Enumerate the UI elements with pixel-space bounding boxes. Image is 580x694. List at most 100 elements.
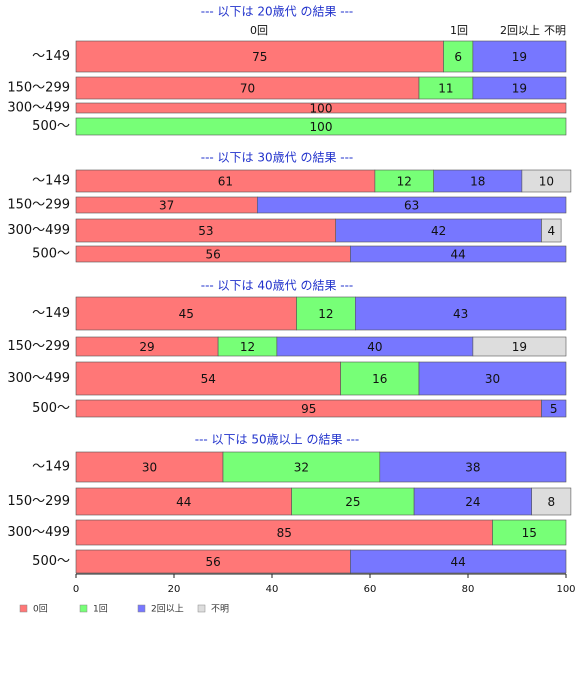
bar-segment bbox=[354, 296, 567, 331]
column-header: 0回 bbox=[250, 24, 268, 37]
bar-segment bbox=[75, 451, 224, 483]
data-label: 40 bbox=[367, 340, 382, 354]
data-label: 30 bbox=[485, 372, 500, 386]
bar-segment bbox=[418, 361, 567, 396]
data-label: 8 bbox=[547, 495, 555, 509]
data-label: 70 bbox=[240, 82, 255, 96]
bar-segment bbox=[541, 399, 567, 418]
data-label: 45 bbox=[179, 307, 194, 321]
bar-segment bbox=[521, 169, 572, 193]
category-label: 300～499 bbox=[7, 101, 70, 116]
data-label: 16 bbox=[372, 372, 387, 386]
category-label: 500～ bbox=[32, 401, 70, 416]
legend-swatch bbox=[19, 604, 28, 613]
bar-segment bbox=[350, 549, 567, 574]
data-label: 18 bbox=[470, 175, 485, 189]
category-label: ～149 bbox=[32, 174, 70, 189]
category-label: ～149 bbox=[32, 306, 70, 321]
data-label: 4 bbox=[547, 224, 555, 238]
category-label: 150～299 bbox=[7, 494, 70, 509]
bar-segment bbox=[413, 487, 533, 516]
x-tick-label: 100 bbox=[556, 584, 575, 595]
legend-label: 1回 bbox=[93, 604, 108, 615]
data-label: 53 bbox=[198, 224, 213, 238]
group-title: --- 以下は 20歳代 の結果 --- bbox=[201, 5, 354, 19]
data-label: 37 bbox=[159, 199, 174, 213]
bar-segment bbox=[256, 196, 567, 214]
category-label: 300～499 bbox=[7, 525, 70, 540]
legend-label: 0回 bbox=[33, 604, 48, 615]
bar-segment bbox=[379, 451, 567, 483]
group-title: --- 以下は 50歳以上 の結果 --- bbox=[195, 433, 360, 447]
bar-segment bbox=[340, 361, 420, 396]
category-label: 300～499 bbox=[7, 223, 70, 238]
x-tick-label: 80 bbox=[462, 584, 475, 595]
bar-segment bbox=[541, 218, 562, 243]
column-header: 2回以上 bbox=[500, 24, 540, 37]
legend-swatch bbox=[137, 604, 146, 613]
bar-segment bbox=[75, 519, 493, 546]
column-header: 不明 bbox=[544, 24, 566, 37]
bar-segment bbox=[350, 245, 567, 263]
bar-segment bbox=[75, 102, 567, 114]
data-label: 30 bbox=[142, 461, 157, 475]
bar-segment bbox=[531, 487, 572, 516]
category-label: 500～ bbox=[32, 119, 70, 134]
data-label: 56 bbox=[206, 248, 221, 262]
category-label: 500～ bbox=[32, 554, 70, 569]
data-label: 29 bbox=[139, 340, 154, 354]
data-label: 44 bbox=[176, 495, 191, 509]
data-label: 12 bbox=[240, 340, 255, 354]
data-label: 85 bbox=[277, 526, 292, 540]
data-label: 15 bbox=[522, 526, 537, 540]
category-label: 150～299 bbox=[7, 339, 70, 354]
data-label: 42 bbox=[431, 224, 446, 238]
data-label: 24 bbox=[465, 495, 480, 509]
data-label: 19 bbox=[512, 50, 527, 64]
data-label: 54 bbox=[201, 372, 216, 386]
data-label: 38 bbox=[465, 461, 480, 475]
x-tick-label: 0 bbox=[73, 584, 79, 595]
legend-label: 2回以上 bbox=[151, 604, 184, 615]
data-label: 10 bbox=[539, 175, 554, 189]
data-label: 11 bbox=[438, 82, 453, 96]
data-label: 12 bbox=[397, 175, 412, 189]
data-label: 61 bbox=[218, 175, 233, 189]
data-label: 75 bbox=[252, 50, 267, 64]
bar-segment bbox=[472, 40, 567, 73]
category-label: ～149 bbox=[32, 460, 70, 475]
bar-segment bbox=[492, 519, 567, 546]
data-label: 100 bbox=[310, 120, 333, 134]
x-tick-label: 60 bbox=[364, 584, 377, 595]
data-label: 44 bbox=[451, 248, 466, 262]
data-label: 63 bbox=[404, 199, 419, 213]
category-label: 500～ bbox=[32, 247, 70, 262]
data-label: 95 bbox=[301, 402, 316, 416]
category-label: 150～299 bbox=[7, 198, 70, 213]
legend-swatch bbox=[79, 604, 88, 613]
legend-swatch bbox=[197, 604, 206, 613]
data-label: 32 bbox=[294, 461, 309, 475]
group-title: --- 以下は 30歳代 の結果 --- bbox=[201, 151, 354, 165]
data-label: 19 bbox=[512, 82, 527, 96]
category-label: 150～299 bbox=[7, 81, 70, 96]
data-label: 25 bbox=[345, 495, 360, 509]
bar-segment bbox=[296, 296, 356, 331]
bar-segment bbox=[75, 117, 567, 136]
data-label: 43 bbox=[453, 307, 468, 321]
x-tick-label: 20 bbox=[168, 584, 181, 595]
x-tick-label: 40 bbox=[266, 584, 279, 595]
data-label: 5 bbox=[550, 402, 558, 416]
legend-label: 不明 bbox=[211, 604, 229, 615]
data-label: 100 bbox=[310, 102, 333, 116]
category-label: 300～499 bbox=[7, 371, 70, 386]
bar-segment bbox=[443, 40, 474, 73]
data-label: 12 bbox=[318, 307, 333, 321]
bar-segment bbox=[472, 336, 567, 357]
group-title: --- 以下は 40歳代 の結果 --- bbox=[201, 279, 354, 293]
column-header: 1回 bbox=[450, 24, 468, 37]
bar-segment bbox=[75, 487, 292, 516]
bar-segment bbox=[222, 451, 381, 483]
data-label: 56 bbox=[206, 555, 221, 569]
data-label: 44 bbox=[451, 555, 466, 569]
